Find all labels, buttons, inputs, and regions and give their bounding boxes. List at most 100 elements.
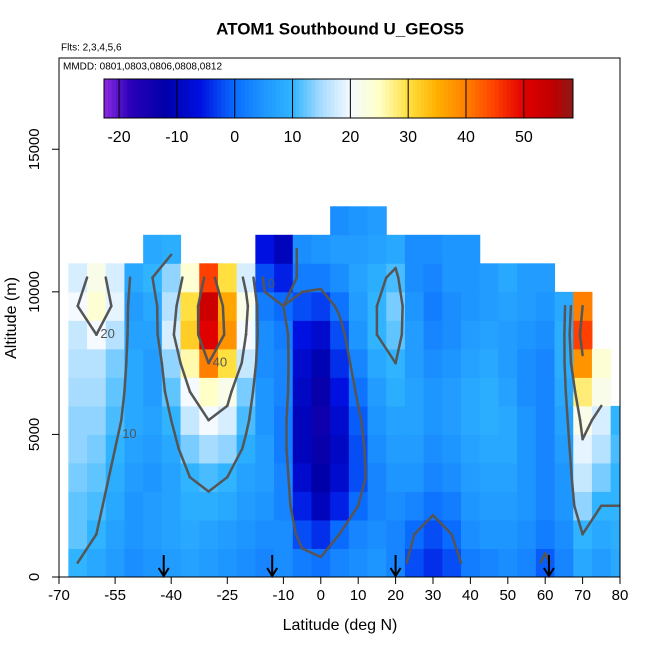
heat-cell bbox=[423, 263, 443, 293]
heat-cell bbox=[199, 519, 219, 549]
contour-line bbox=[563, 361, 568, 393]
colorbar-swatch bbox=[490, 79, 496, 118]
colorbar-swatch bbox=[502, 79, 508, 118]
heat-cell bbox=[554, 519, 574, 549]
heat-cell bbox=[591, 348, 612, 378]
heat-cell bbox=[87, 348, 107, 378]
heat-cell bbox=[143, 291, 163, 321]
contour-line bbox=[123, 361, 128, 393]
heat-cell bbox=[591, 434, 612, 464]
heat-cell bbox=[124, 320, 144, 350]
heat-cell bbox=[610, 405, 620, 435]
heat-cell bbox=[573, 320, 593, 350]
heat-cell bbox=[517, 348, 537, 378]
colorbar-swatch bbox=[287, 79, 293, 118]
heat-cell bbox=[498, 263, 518, 293]
heat-cell bbox=[404, 491, 425, 521]
contour-line bbox=[570, 475, 576, 507]
x-tick-label: -55 bbox=[104, 587, 126, 604]
colorbar-swatch bbox=[170, 79, 175, 118]
contour-line bbox=[101, 475, 111, 507]
heatmap bbox=[68, 206, 620, 577]
colorbar-swatch bbox=[569, 79, 574, 118]
contour-line bbox=[196, 333, 210, 365]
colorbar-swatch bbox=[236, 79, 242, 118]
heat-cell bbox=[348, 519, 369, 549]
colorbar-swatch bbox=[397, 79, 402, 118]
heat-cell bbox=[535, 348, 556, 378]
heat-cell bbox=[535, 548, 556, 577]
heat-cell bbox=[479, 263, 499, 293]
heat-cell bbox=[105, 320, 125, 350]
contours: 0 10 20 40 bbox=[76, 247, 620, 564]
contour-line bbox=[221, 304, 226, 336]
heat-cell bbox=[180, 291, 200, 321]
contour-line bbox=[397, 276, 404, 308]
heat-cell bbox=[573, 462, 593, 492]
heat-cell bbox=[498, 320, 518, 350]
contour-line bbox=[356, 404, 363, 422]
heat-cell bbox=[68, 377, 88, 407]
heat-cell bbox=[442, 291, 462, 321]
colorbar-swatch bbox=[252, 79, 257, 118]
heat-cell bbox=[591, 377, 612, 407]
heat-cell bbox=[367, 519, 387, 549]
heat-cell bbox=[517, 291, 537, 321]
heat-cell bbox=[479, 348, 499, 378]
heat-cell bbox=[143, 348, 163, 378]
heat-cell bbox=[87, 548, 107, 577]
contour-line bbox=[113, 418, 123, 450]
heat-cell bbox=[217, 377, 238, 407]
contour-line bbox=[563, 304, 567, 336]
contour-line bbox=[539, 551, 547, 564]
heat-cell bbox=[498, 291, 518, 321]
heat-cell bbox=[461, 291, 481, 321]
heat-cell bbox=[442, 320, 462, 350]
heat-cell bbox=[311, 348, 331, 378]
heat-cell bbox=[180, 405, 200, 435]
colorbar-swatch bbox=[549, 79, 554, 118]
heat-cell bbox=[498, 519, 518, 549]
heat-cell bbox=[274, 548, 294, 577]
heat-cell bbox=[348, 291, 369, 321]
heat-cell bbox=[124, 405, 144, 435]
heat-cell bbox=[217, 519, 238, 549]
heat-cell bbox=[517, 519, 537, 549]
colorbar-swatch bbox=[479, 79, 484, 118]
heat-cell bbox=[180, 519, 200, 549]
heat-cell bbox=[199, 434, 219, 464]
heat-cell bbox=[274, 434, 294, 464]
contour-line bbox=[300, 547, 323, 559]
heat-cell bbox=[330, 348, 350, 378]
x-tick-label: 40 bbox=[462, 587, 479, 604]
heat-cell bbox=[255, 434, 275, 464]
colorbar-swatch bbox=[385, 79, 390, 118]
colorbar-swatch bbox=[291, 79, 297, 118]
heat-cell bbox=[124, 519, 144, 549]
heat-cell bbox=[461, 491, 481, 521]
colorbar-swatch bbox=[272, 79, 277, 118]
colorbar-swatch bbox=[510, 79, 515, 118]
heat-cell bbox=[573, 491, 593, 521]
heat-cell bbox=[124, 491, 144, 521]
contour-line bbox=[590, 404, 603, 422]
heat-cell bbox=[236, 434, 256, 464]
colorbar-swatch bbox=[299, 79, 304, 118]
x-tick-label: -10 bbox=[273, 587, 295, 604]
contour-line bbox=[578, 333, 584, 357]
colorbar-tick-label: 10 bbox=[284, 129, 302, 146]
x-tick-label: 10 bbox=[350, 587, 367, 604]
heat-cell bbox=[479, 491, 499, 521]
heat-cell bbox=[367, 491, 387, 521]
contour-line bbox=[226, 390, 233, 408]
contour-line bbox=[348, 361, 357, 393]
heat-cell bbox=[498, 434, 518, 464]
contour-line bbox=[354, 390, 360, 408]
heat-cell bbox=[479, 291, 499, 321]
heat-cell bbox=[367, 377, 387, 407]
heat-cell bbox=[461, 548, 481, 577]
heat-cell bbox=[423, 462, 443, 492]
contour-line bbox=[120, 390, 126, 422]
heat-cell bbox=[330, 377, 350, 407]
